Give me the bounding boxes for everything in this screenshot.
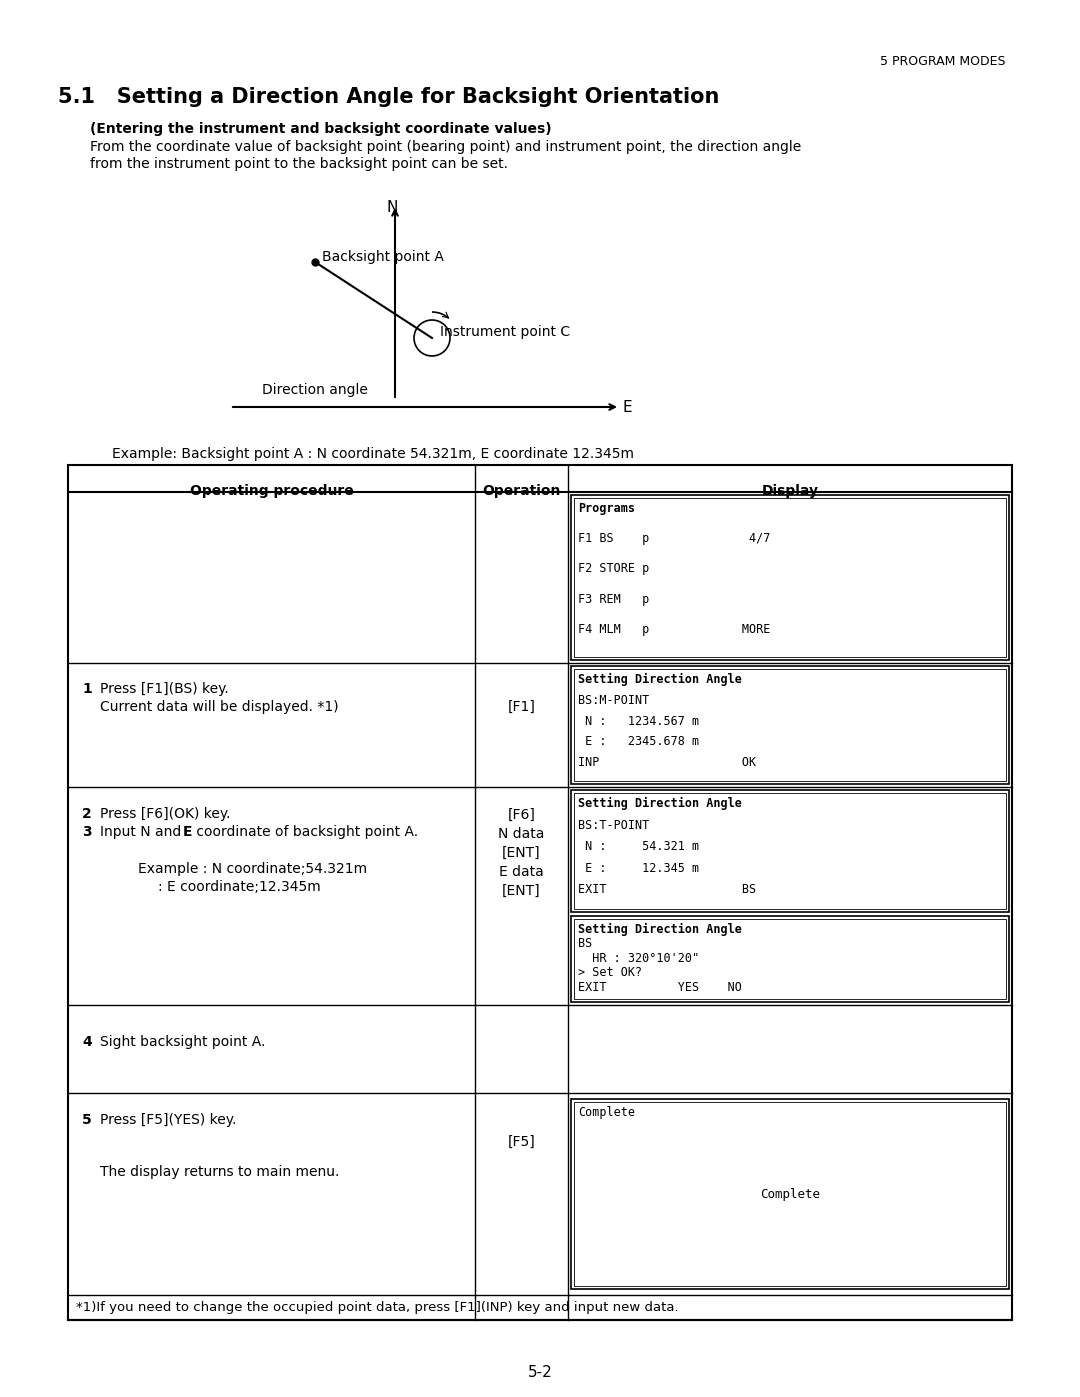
Text: from the instrument point to the backsight point can be set.: from the instrument point to the backsig… (90, 156, 508, 170)
Bar (573, 497, 1005, 657)
Text: F3 REM   p: F3 REM p (578, 592, 649, 606)
Text: [F5]: [F5] (508, 1134, 536, 1148)
Text: Example : N coordinate;54.321m: Example : N coordinate;54.321m (138, 862, 367, 876)
Text: EXIT          YES    NO: EXIT YES NO (578, 981, 742, 993)
Text: 5: 5 (82, 1113, 92, 1127)
Text: N :   1234.567 m: N : 1234.567 m (578, 715, 699, 728)
Text: (Entering the instrument and backsight coordinate values): (Entering the instrument and backsight c… (90, 122, 552, 136)
Text: INP                    OK: INP OK (578, 756, 756, 770)
Bar (571, 666, 1009, 784)
Text: F4 MLM   p             MORE: F4 MLM p MORE (578, 623, 770, 636)
Text: Current data will be displayed. *1): Current data will be displayed. *1) (100, 700, 339, 714)
Text: 5.1   Setting a Direction Angle for Backsight Orientation: 5.1 Setting a Direction Angle for Backsi… (58, 87, 719, 108)
Text: E data: E data (499, 865, 544, 879)
Text: 4: 4 (82, 1035, 92, 1049)
Text: Press [F6](OK) key.: Press [F6](OK) key. (100, 807, 230, 821)
Bar (571, 789, 1009, 912)
Bar (571, 495, 1009, 659)
Text: EXIT                   BS: EXIT BS (578, 883, 756, 897)
Bar (573, 669, 1005, 781)
Text: F2 STORE p: F2 STORE p (578, 563, 649, 576)
Text: Instrument point C: Instrument point C (440, 326, 570, 339)
Text: [ENT]: [ENT] (502, 847, 541, 861)
Bar (573, 1102, 1005, 1287)
Text: From the coordinate value of backsight point (bearing point) and instrument poin: From the coordinate value of backsight p… (90, 140, 801, 154)
Bar (571, 916, 1009, 1002)
Text: Setting Direction Angle: Setting Direction Angle (578, 923, 742, 936)
Text: N :     54.321 m: N : 54.321 m (578, 840, 699, 854)
Text: Direction angle: Direction angle (262, 383, 368, 397)
Text: The display returns to main menu.: The display returns to main menu. (100, 1165, 339, 1179)
Text: 5 PROGRAM MODES: 5 PROGRAM MODES (880, 54, 1005, 68)
Text: > Set OK?: > Set OK? (578, 967, 643, 979)
Text: E: E (183, 826, 192, 840)
Text: E: E (623, 400, 633, 415)
Text: [F1]: [F1] (508, 700, 536, 714)
Text: [F6]: [F6] (508, 807, 536, 821)
Text: E :   2345.678 m: E : 2345.678 m (578, 735, 699, 749)
Text: Complete: Complete (578, 1106, 635, 1119)
Text: BS: BS (578, 937, 592, 950)
Text: N: N (387, 200, 399, 215)
Bar (573, 919, 1005, 999)
Bar (573, 793, 1005, 909)
Bar (571, 1099, 1009, 1289)
Text: Setting Direction Angle: Setting Direction Angle (578, 798, 742, 810)
Text: Operating procedure: Operating procedure (190, 483, 353, 497)
Text: Setting Direction Angle: Setting Direction Angle (578, 673, 742, 686)
Text: Backsight point A: Backsight point A (322, 250, 444, 264)
Text: Input N and: Input N and (100, 826, 186, 840)
Text: BS:T-POINT: BS:T-POINT (578, 819, 649, 831)
Text: N data: N data (498, 827, 544, 841)
Text: Press [F1](BS) key.: Press [F1](BS) key. (100, 682, 229, 696)
Text: [ENT]: [ENT] (502, 884, 541, 898)
Text: 3: 3 (82, 826, 92, 840)
Text: Press [F5](YES) key.: Press [F5](YES) key. (100, 1113, 237, 1127)
Text: Display: Display (761, 483, 819, 497)
Text: : E coordinate;12.345m: : E coordinate;12.345m (158, 880, 321, 894)
Text: Operation: Operation (483, 483, 561, 497)
Bar (68, 465, 1012, 1320)
Text: *1)If you need to change the occupied point data, press [F1](INP) key and input : *1)If you need to change the occupied po… (76, 1301, 678, 1315)
Text: HR : 320°10'20": HR : 320°10'20" (578, 951, 699, 965)
Text: Complete: Complete (760, 1187, 820, 1201)
Text: Programs: Programs (578, 502, 635, 515)
Text: F1 BS    p              4/7: F1 BS p 4/7 (578, 532, 770, 545)
Text: coordinate of backsight point A.: coordinate of backsight point A. (192, 826, 418, 840)
Text: Sight backsight point A.: Sight backsight point A. (100, 1035, 266, 1049)
Text: 1: 1 (82, 682, 92, 696)
Text: 5-2: 5-2 (528, 1365, 552, 1380)
Text: 2: 2 (82, 807, 92, 821)
Text: BS:M-POINT: BS:M-POINT (578, 694, 649, 707)
Text: Example: Backsight point A : N coordinate 54.321m, E coordinate 12.345m: Example: Backsight point A : N coordinat… (112, 447, 634, 461)
Text: E :     12.345 m: E : 12.345 m (578, 862, 699, 875)
